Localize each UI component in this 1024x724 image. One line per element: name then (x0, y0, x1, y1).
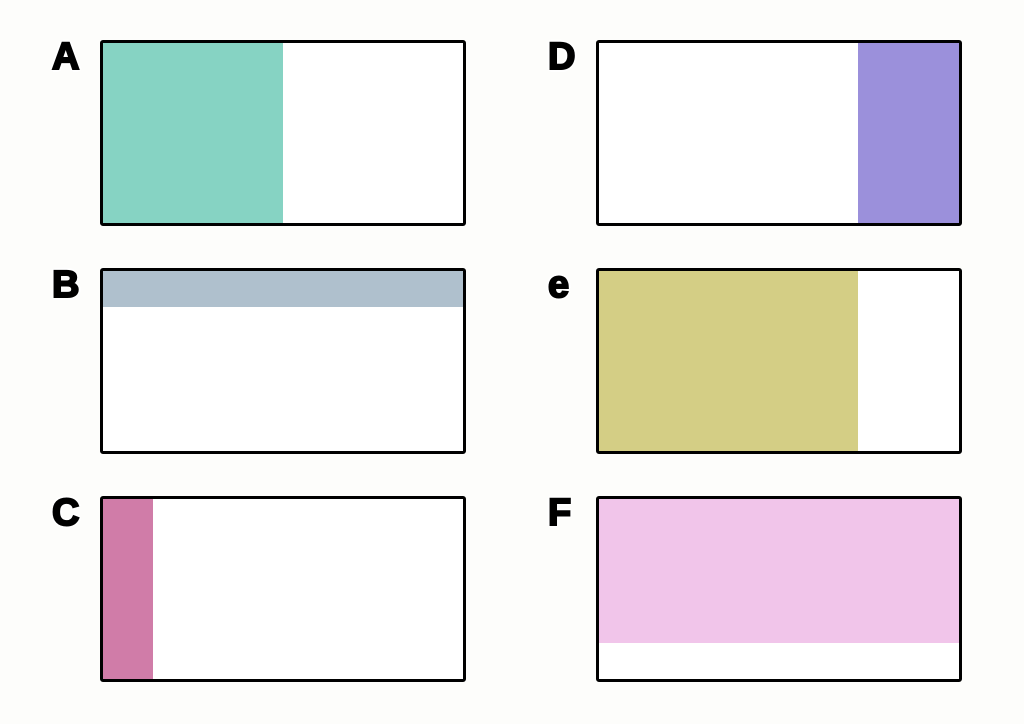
panel-fill-b (103, 271, 463, 307)
panel-box-a (100, 40, 466, 226)
panel-label-b: B (52, 264, 80, 307)
panel-label-f: F (548, 492, 572, 535)
panel-box-b (100, 268, 466, 454)
panel-label-c: C (52, 492, 80, 535)
panel-box-e (596, 268, 962, 454)
panel-box-f (596, 496, 962, 682)
panel-fill-e (599, 271, 858, 451)
panel-label-e: e (548, 264, 570, 307)
panel-fill-c (103, 499, 153, 679)
panel-label-a: A (52, 36, 80, 79)
panel-fill-f (599, 499, 959, 643)
panel-box-d (596, 40, 962, 226)
panels-grid: A B C De F (0, 0, 1024, 724)
panel-box-c (100, 496, 466, 682)
panel-label-d: D (548, 36, 576, 79)
panel-fill-d (858, 43, 959, 223)
panel-fill-a (103, 43, 283, 223)
